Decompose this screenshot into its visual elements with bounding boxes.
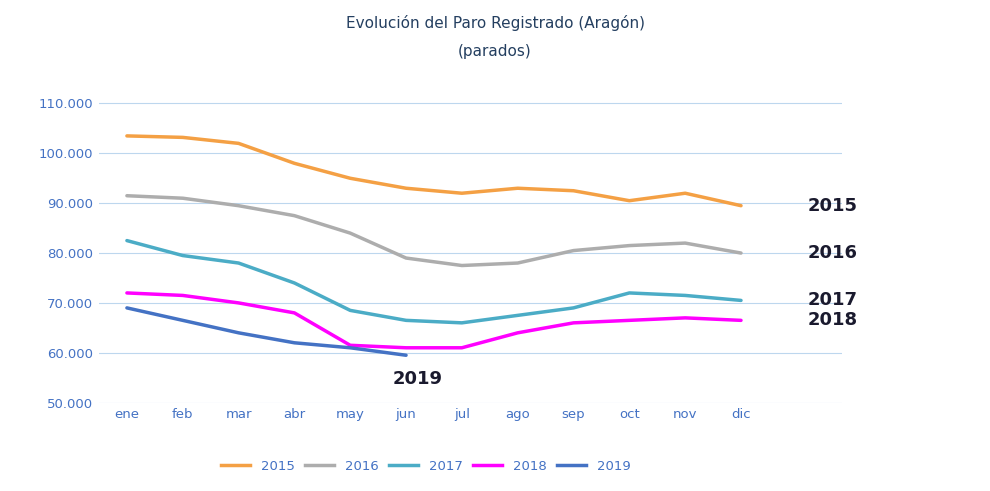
Text: 2016: 2016 <box>808 244 858 262</box>
Text: 2017: 2017 <box>808 292 858 309</box>
Text: 2019: 2019 <box>392 370 443 388</box>
Text: 2018: 2018 <box>808 311 858 329</box>
Text: 2015: 2015 <box>808 197 858 215</box>
Legend: 2015, 2016, 2017, 2018, 2019: 2015, 2016, 2017, 2018, 2019 <box>216 455 636 478</box>
Text: Evolución del Paro Registrado (Aragón): Evolución del Paro Registrado (Aragón) <box>346 15 644 31</box>
Text: (parados): (parados) <box>458 44 532 59</box>
